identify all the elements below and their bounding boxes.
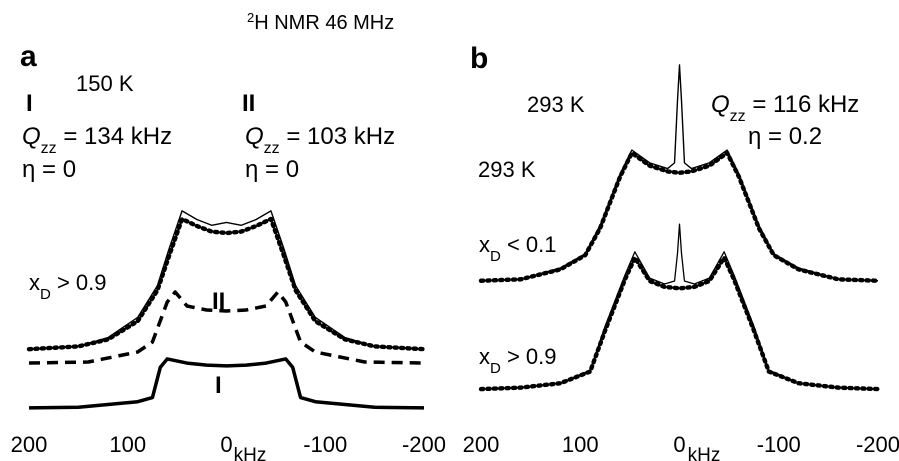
panel-b-tick-2: 100 xyxy=(562,432,599,457)
site-i-qzz: Qzz = 134 kHz xyxy=(22,123,172,157)
panel-a-tick-5: -200 xyxy=(402,432,446,457)
site-ii-qzz: Qzz = 103 kHz xyxy=(245,123,395,157)
panel-b-series-4 xyxy=(478,255,881,392)
panel-a-tick-4: -100 xyxy=(303,432,347,457)
panel-a-letter: a xyxy=(20,40,37,73)
curve-i-label: I xyxy=(215,372,222,399)
panel-a-series-3 xyxy=(28,290,425,365)
panel-b-x-unit-label: kHz xyxy=(688,445,721,461)
panel-b-top-trace-label: xD < 0.1 xyxy=(479,232,557,265)
panel-b-bottom-trace-label: xD > 0.9 xyxy=(479,344,557,377)
panel-a-temperature: 150 K xyxy=(76,71,134,96)
panel-b-eta: η = 0.2 xyxy=(748,123,822,150)
site-ii-label: II xyxy=(242,90,255,117)
panel-b-tick-3: 0 xyxy=(673,432,685,457)
site-i-eta: η = 0 xyxy=(22,156,76,183)
panel-b-letter: b xyxy=(470,42,488,75)
curve-ii-label: II xyxy=(212,288,225,315)
panel-b-temperature-top: 293 K xyxy=(527,92,585,117)
site-ii-eta: η = 0 xyxy=(245,156,299,183)
panel-b-tick-5: -200 xyxy=(856,432,899,457)
panel-a-plot: 200 100 0 -100 -200 kHz xyxy=(11,210,446,461)
panel-a-xd-label: xD > 0.9 xyxy=(29,270,107,303)
panel-a-tick-2: 100 xyxy=(109,432,146,457)
figure-title: 2H NMR 46 MHz xyxy=(247,10,394,35)
panel-b-temperature-mid: 293 K xyxy=(478,157,536,182)
panel-b-tick-1: 200 xyxy=(463,432,500,457)
panel-b-qzz: Qzz = 116 kHz xyxy=(711,91,859,125)
panel-b-tick-4: -100 xyxy=(757,432,801,457)
panel-b-series-2 xyxy=(478,150,881,283)
panel-a-tick-1: 200 xyxy=(11,432,48,457)
panel-a-x-unit-label: kHz xyxy=(234,445,267,461)
site-i-label: I xyxy=(26,90,33,117)
panel-a-series-4 xyxy=(28,357,425,410)
panel-a-series-2 xyxy=(26,216,427,352)
panel-a-tick-3: 0 xyxy=(220,432,232,457)
panel-b-plot: 200 100 0 -100 -200 kHz xyxy=(463,64,899,461)
